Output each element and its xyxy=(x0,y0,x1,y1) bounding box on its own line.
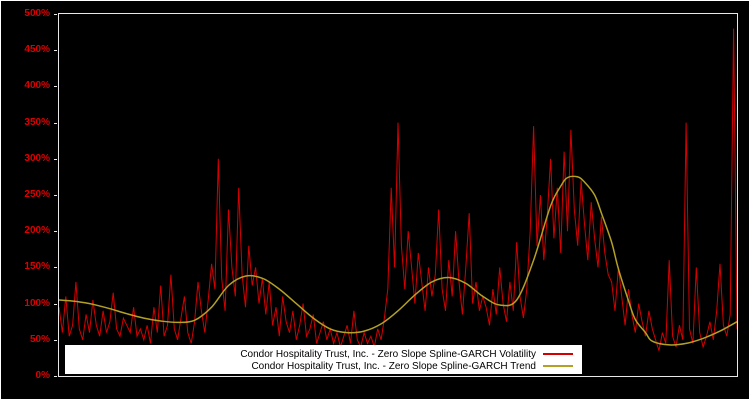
y-axis-tick-label: 450% xyxy=(24,44,50,56)
y-axis-tick xyxy=(54,86,57,88)
y-axis-tick xyxy=(54,339,57,341)
y-axis-tick xyxy=(54,50,57,52)
y-axis-tick-label: 500% xyxy=(24,8,50,19)
y-axis-tick-label: 0% xyxy=(35,370,50,381)
y-axis-tick xyxy=(54,376,57,377)
y-axis-tick-label: 300% xyxy=(24,152,50,164)
y-axis-tick xyxy=(54,122,57,124)
trend-series-line xyxy=(59,175,737,346)
y-axis-tick xyxy=(54,158,57,160)
chart-canvas xyxy=(59,28,737,351)
legend-line-volatility xyxy=(543,353,573,355)
y-axis-tick-label: 400% xyxy=(24,80,50,92)
y-axis-tick xyxy=(54,303,57,305)
volatility-series-line xyxy=(59,28,737,351)
legend-entry-trend: Condor Hospitality Trust, Inc. - Zero Sl… xyxy=(65,360,582,372)
legend-line-trend xyxy=(543,365,573,367)
y-axis-tick-label: 150% xyxy=(24,261,50,273)
y-axis-tick xyxy=(54,267,57,269)
y-axis: 0% 50% 100% 150% 200% 250% 300% 350% 400% 450% 500… xyxy=(1,8,57,381)
y-axis-tick-label: 350% xyxy=(24,116,50,128)
legend-entry-volatility: Condor Hospitality Trust, Inc. - Zero Sl… xyxy=(65,348,582,360)
y-axis-tick-label: 200% xyxy=(24,225,50,237)
y-axis-tick xyxy=(54,14,57,15)
y-axis-tick xyxy=(54,195,57,196)
y-axis-tick xyxy=(54,231,57,233)
y-axis-tick-label: 50% xyxy=(29,333,50,345)
y-axis-tick-label: 100% xyxy=(24,297,50,309)
y-axis-tick-label: 250% xyxy=(24,189,50,200)
legend: Condor Hospitality Trust, Inc. - Zero Sl… xyxy=(65,345,582,374)
legend-label-trend: Condor Hospitality Trust, Inc. - Zero Sl… xyxy=(251,360,536,372)
legend-label-volatility: Condor Hospitality Trust, Inc. - Zero Sl… xyxy=(240,348,536,360)
plot-area: Condor Hospitality Trust, Inc. - Zero Sl… xyxy=(58,13,738,377)
